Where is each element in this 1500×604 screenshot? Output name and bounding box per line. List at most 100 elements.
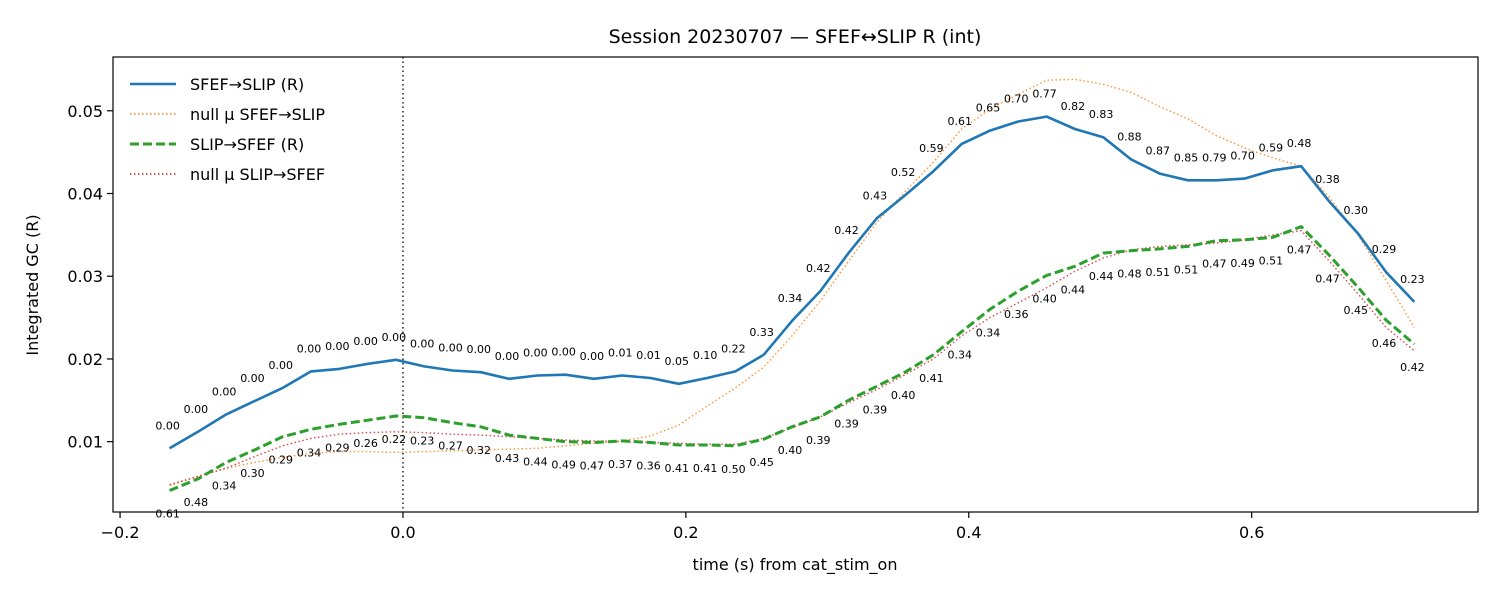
x-tick-label: 0.4 [956, 523, 981, 542]
point-label: 0.23 [1400, 273, 1425, 286]
point-label: 0.47 [1287, 244, 1312, 257]
point-label: 0.29 [325, 441, 350, 454]
y-axis-label: Integrated GC (R) [23, 214, 42, 355]
x-axis: −0.2 0.0 0.2 0.4 0.6 [101, 512, 1264, 542]
series-line-1 [169, 78, 1415, 487]
point-label: 0.00 [551, 346, 576, 359]
point-label: 0.00 [184, 403, 209, 416]
point-label: 0.05 [665, 355, 690, 368]
point-label: 0.42 [806, 262, 831, 275]
point-label: 0.39 [834, 417, 859, 430]
point-label: 0.61 [947, 115, 972, 128]
point-label: 0.22 [721, 342, 746, 355]
point-label: 0.43 [863, 189, 888, 202]
point-label: 0.43 [495, 452, 520, 465]
point-label: 0.00 [467, 343, 492, 356]
y-tick-label: 0.02 [67, 350, 103, 369]
point-label: 0.27 [438, 440, 463, 453]
point-label: 0.39 [806, 434, 831, 447]
point-label: 0.34 [947, 349, 972, 362]
point-label: 0.48 [1117, 268, 1142, 281]
x-tick-label: 0.0 [390, 523, 415, 542]
point-label: 0.88 [1117, 131, 1142, 144]
y-tick-label: 0.01 [67, 433, 103, 452]
point-label: 0.00 [580, 350, 605, 363]
point-label: 0.40 [891, 389, 916, 402]
series-line-0 [168, 115, 1416, 450]
legend-label-1: null μ SFEF→SLIP [190, 105, 325, 124]
point-label: 0.34 [778, 292, 803, 305]
point-label: 0.36 [1004, 308, 1029, 321]
point-label: 0.42 [834, 224, 859, 237]
y-tick-label: 0.05 [67, 102, 103, 121]
legend: SFEF→SLIP (R) null μ SFEF→SLIP SLIP→SFEF (… [130, 75, 325, 184]
point-label: 0.46 [1372, 337, 1397, 350]
point-label: 0.38 [1315, 173, 1340, 186]
point-label: 0.44 [1061, 283, 1086, 296]
point-label: 0.61 [155, 507, 180, 520]
point-label: 0.51 [1145, 266, 1170, 279]
point-label: 0.33 [749, 326, 774, 339]
point-label: 0.10 [693, 349, 718, 362]
point-label: 0.41 [693, 462, 718, 475]
point-label: 0.29 [1372, 243, 1397, 256]
point-label: 0.41 [665, 462, 690, 475]
point-label: 0.23 [410, 435, 435, 448]
x-tick-label: −0.2 [101, 523, 140, 542]
x-tick-label: 0.2 [673, 523, 698, 542]
point-label: 0.29 [268, 454, 293, 467]
point-label: 0.34 [297, 446, 322, 459]
point-label: 0.70 [1004, 93, 1029, 106]
point-label: 0.49 [551, 459, 576, 472]
point-label: 0.00 [268, 359, 293, 372]
point-label: 0.30 [1344, 204, 1369, 217]
point-label: 0.00 [297, 342, 322, 355]
point-label: 0.37 [608, 458, 633, 471]
point-label: 0.00 [155, 419, 180, 432]
chart-title: Session 20230707 — SFEF↔SLIP R (int) [609, 26, 982, 48]
point-label: 0.41 [919, 372, 944, 385]
point-label: 0.34 [212, 479, 237, 492]
point-label: 0.47 [580, 460, 605, 473]
point-label: 0.59 [1259, 141, 1284, 154]
point-label: 0.48 [184, 496, 209, 509]
point-label: 0.00 [240, 372, 265, 385]
point-label: 0.77 [1032, 88, 1057, 101]
point-label: 0.36 [636, 460, 661, 473]
point-label: 0.00 [353, 335, 378, 348]
x-axis-label: time (s) from cat_stim_on [693, 555, 898, 575]
y-tick-label: 0.04 [67, 185, 103, 204]
point-label: 0.70 [1230, 150, 1255, 163]
data-layer: 0.000.000.000.000.000.00 0.00 0.00 0.000.00… [155, 57, 1425, 520]
point-label: 0.51 [1259, 254, 1284, 267]
point-label: 0.44 [1089, 270, 1114, 283]
legend-label-0: SFEF→SLIP (R) [190, 75, 304, 94]
point-label: 0.52 [891, 166, 916, 179]
point-label: 0.51 [1174, 263, 1199, 276]
point-label: 0.44 [523, 455, 548, 468]
point-label: 0.87 [1145, 145, 1170, 158]
point-label: 0.00 [382, 331, 407, 344]
point-label: 0.00 [438, 342, 463, 355]
point-label: 0.48 [1287, 137, 1312, 150]
point-label: 0.45 [1344, 304, 1369, 317]
point-label: 0.01 [636, 349, 661, 362]
point-label: 0.79 [1202, 151, 1227, 164]
point-label: 0.00 [410, 337, 435, 350]
point-label: 0.49 [1230, 257, 1255, 270]
point-label: 0.34 [976, 326, 1001, 339]
point-label: 0.45 [749, 456, 774, 469]
point-label: 0.39 [863, 403, 888, 416]
y-axis: 0.01 0.02 0.03 0.04 0.05 [67, 102, 113, 452]
point-label: 0.40 [1032, 292, 1057, 305]
point-label: 0.50 [721, 463, 746, 476]
point-label: 0.00 [523, 347, 548, 360]
x-tick-label: 0.6 [1239, 523, 1264, 542]
point-label: 0.83 [1089, 108, 1114, 121]
point-label: 0.00 [495, 350, 520, 363]
point-label: 0.40 [778, 444, 803, 457]
legend-label-2: SLIP→SFEF (R) [190, 135, 304, 154]
plot-frame [112, 56, 1479, 513]
